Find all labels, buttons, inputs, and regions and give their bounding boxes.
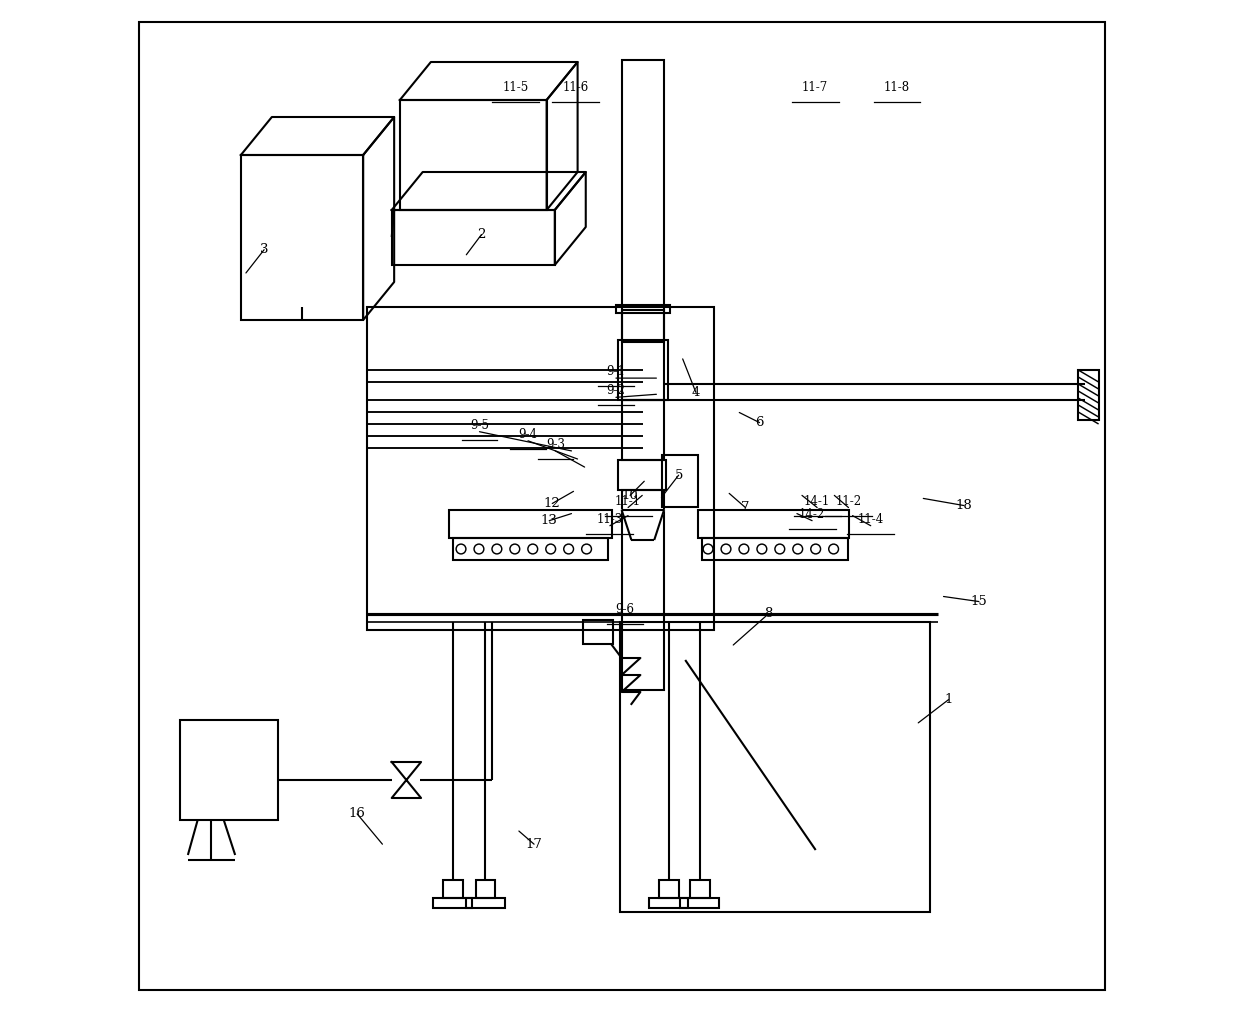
Bar bbox=[1079, 370, 1099, 420]
Text: 9-4: 9-4 bbox=[518, 428, 537, 441]
Bar bbox=[616, 305, 670, 313]
Text: 9-3: 9-3 bbox=[546, 438, 564, 451]
Text: 5: 5 bbox=[675, 469, 683, 481]
Text: 11-1: 11-1 bbox=[615, 494, 641, 508]
Text: 4: 4 bbox=[692, 386, 701, 398]
Text: 11-6: 11-6 bbox=[563, 81, 589, 94]
Text: 14-1: 14-1 bbox=[804, 494, 831, 508]
Text: 17: 17 bbox=[526, 838, 543, 850]
Text: 7: 7 bbox=[742, 501, 750, 514]
Bar bbox=[399, 100, 547, 210]
Text: 8: 8 bbox=[764, 608, 773, 620]
Text: 13: 13 bbox=[541, 515, 558, 527]
Text: 16: 16 bbox=[348, 808, 366, 820]
Bar bbox=[619, 460, 666, 490]
Bar bbox=[476, 880, 495, 898]
Text: 11-4: 11-4 bbox=[858, 513, 884, 526]
Text: 2: 2 bbox=[477, 228, 486, 241]
Bar bbox=[583, 620, 613, 644]
Text: 6: 6 bbox=[755, 417, 764, 429]
Text: 3: 3 bbox=[260, 244, 268, 256]
Text: 18: 18 bbox=[955, 499, 972, 512]
Text: 11-8: 11-8 bbox=[884, 81, 910, 94]
Bar bbox=[466, 898, 505, 908]
Bar bbox=[453, 538, 608, 560]
Bar bbox=[650, 898, 688, 908]
Text: 9-2: 9-2 bbox=[606, 384, 625, 397]
Text: 10: 10 bbox=[621, 489, 639, 501]
Bar bbox=[367, 307, 714, 630]
Bar bbox=[621, 60, 665, 400]
Bar bbox=[392, 210, 554, 265]
Text: 9-1: 9-1 bbox=[606, 365, 625, 378]
Polygon shape bbox=[621, 510, 665, 540]
Text: 9-6: 9-6 bbox=[615, 603, 635, 616]
Bar bbox=[691, 880, 709, 898]
Bar bbox=[660, 880, 678, 898]
Text: 15: 15 bbox=[971, 595, 987, 608]
Text: 11-3: 11-3 bbox=[596, 513, 622, 526]
Bar bbox=[618, 340, 668, 400]
Text: 11-2: 11-2 bbox=[836, 494, 862, 508]
Text: 9-5: 9-5 bbox=[470, 419, 489, 432]
Bar bbox=[621, 490, 665, 690]
Text: 11-7: 11-7 bbox=[802, 81, 828, 94]
Bar bbox=[698, 510, 849, 538]
Bar bbox=[681, 898, 719, 908]
Bar bbox=[180, 720, 278, 820]
Bar bbox=[621, 400, 665, 460]
Bar bbox=[620, 622, 930, 912]
Bar bbox=[443, 880, 463, 898]
Bar bbox=[662, 455, 698, 507]
Bar bbox=[702, 538, 848, 560]
Text: 12: 12 bbox=[544, 497, 560, 510]
Bar bbox=[621, 310, 665, 342]
Bar bbox=[433, 898, 472, 908]
Bar bbox=[449, 510, 611, 538]
Text: 11-5: 11-5 bbox=[502, 81, 529, 94]
Bar bbox=[241, 155, 363, 320]
Text: 14-2: 14-2 bbox=[799, 508, 825, 521]
Text: 1: 1 bbox=[945, 694, 952, 706]
